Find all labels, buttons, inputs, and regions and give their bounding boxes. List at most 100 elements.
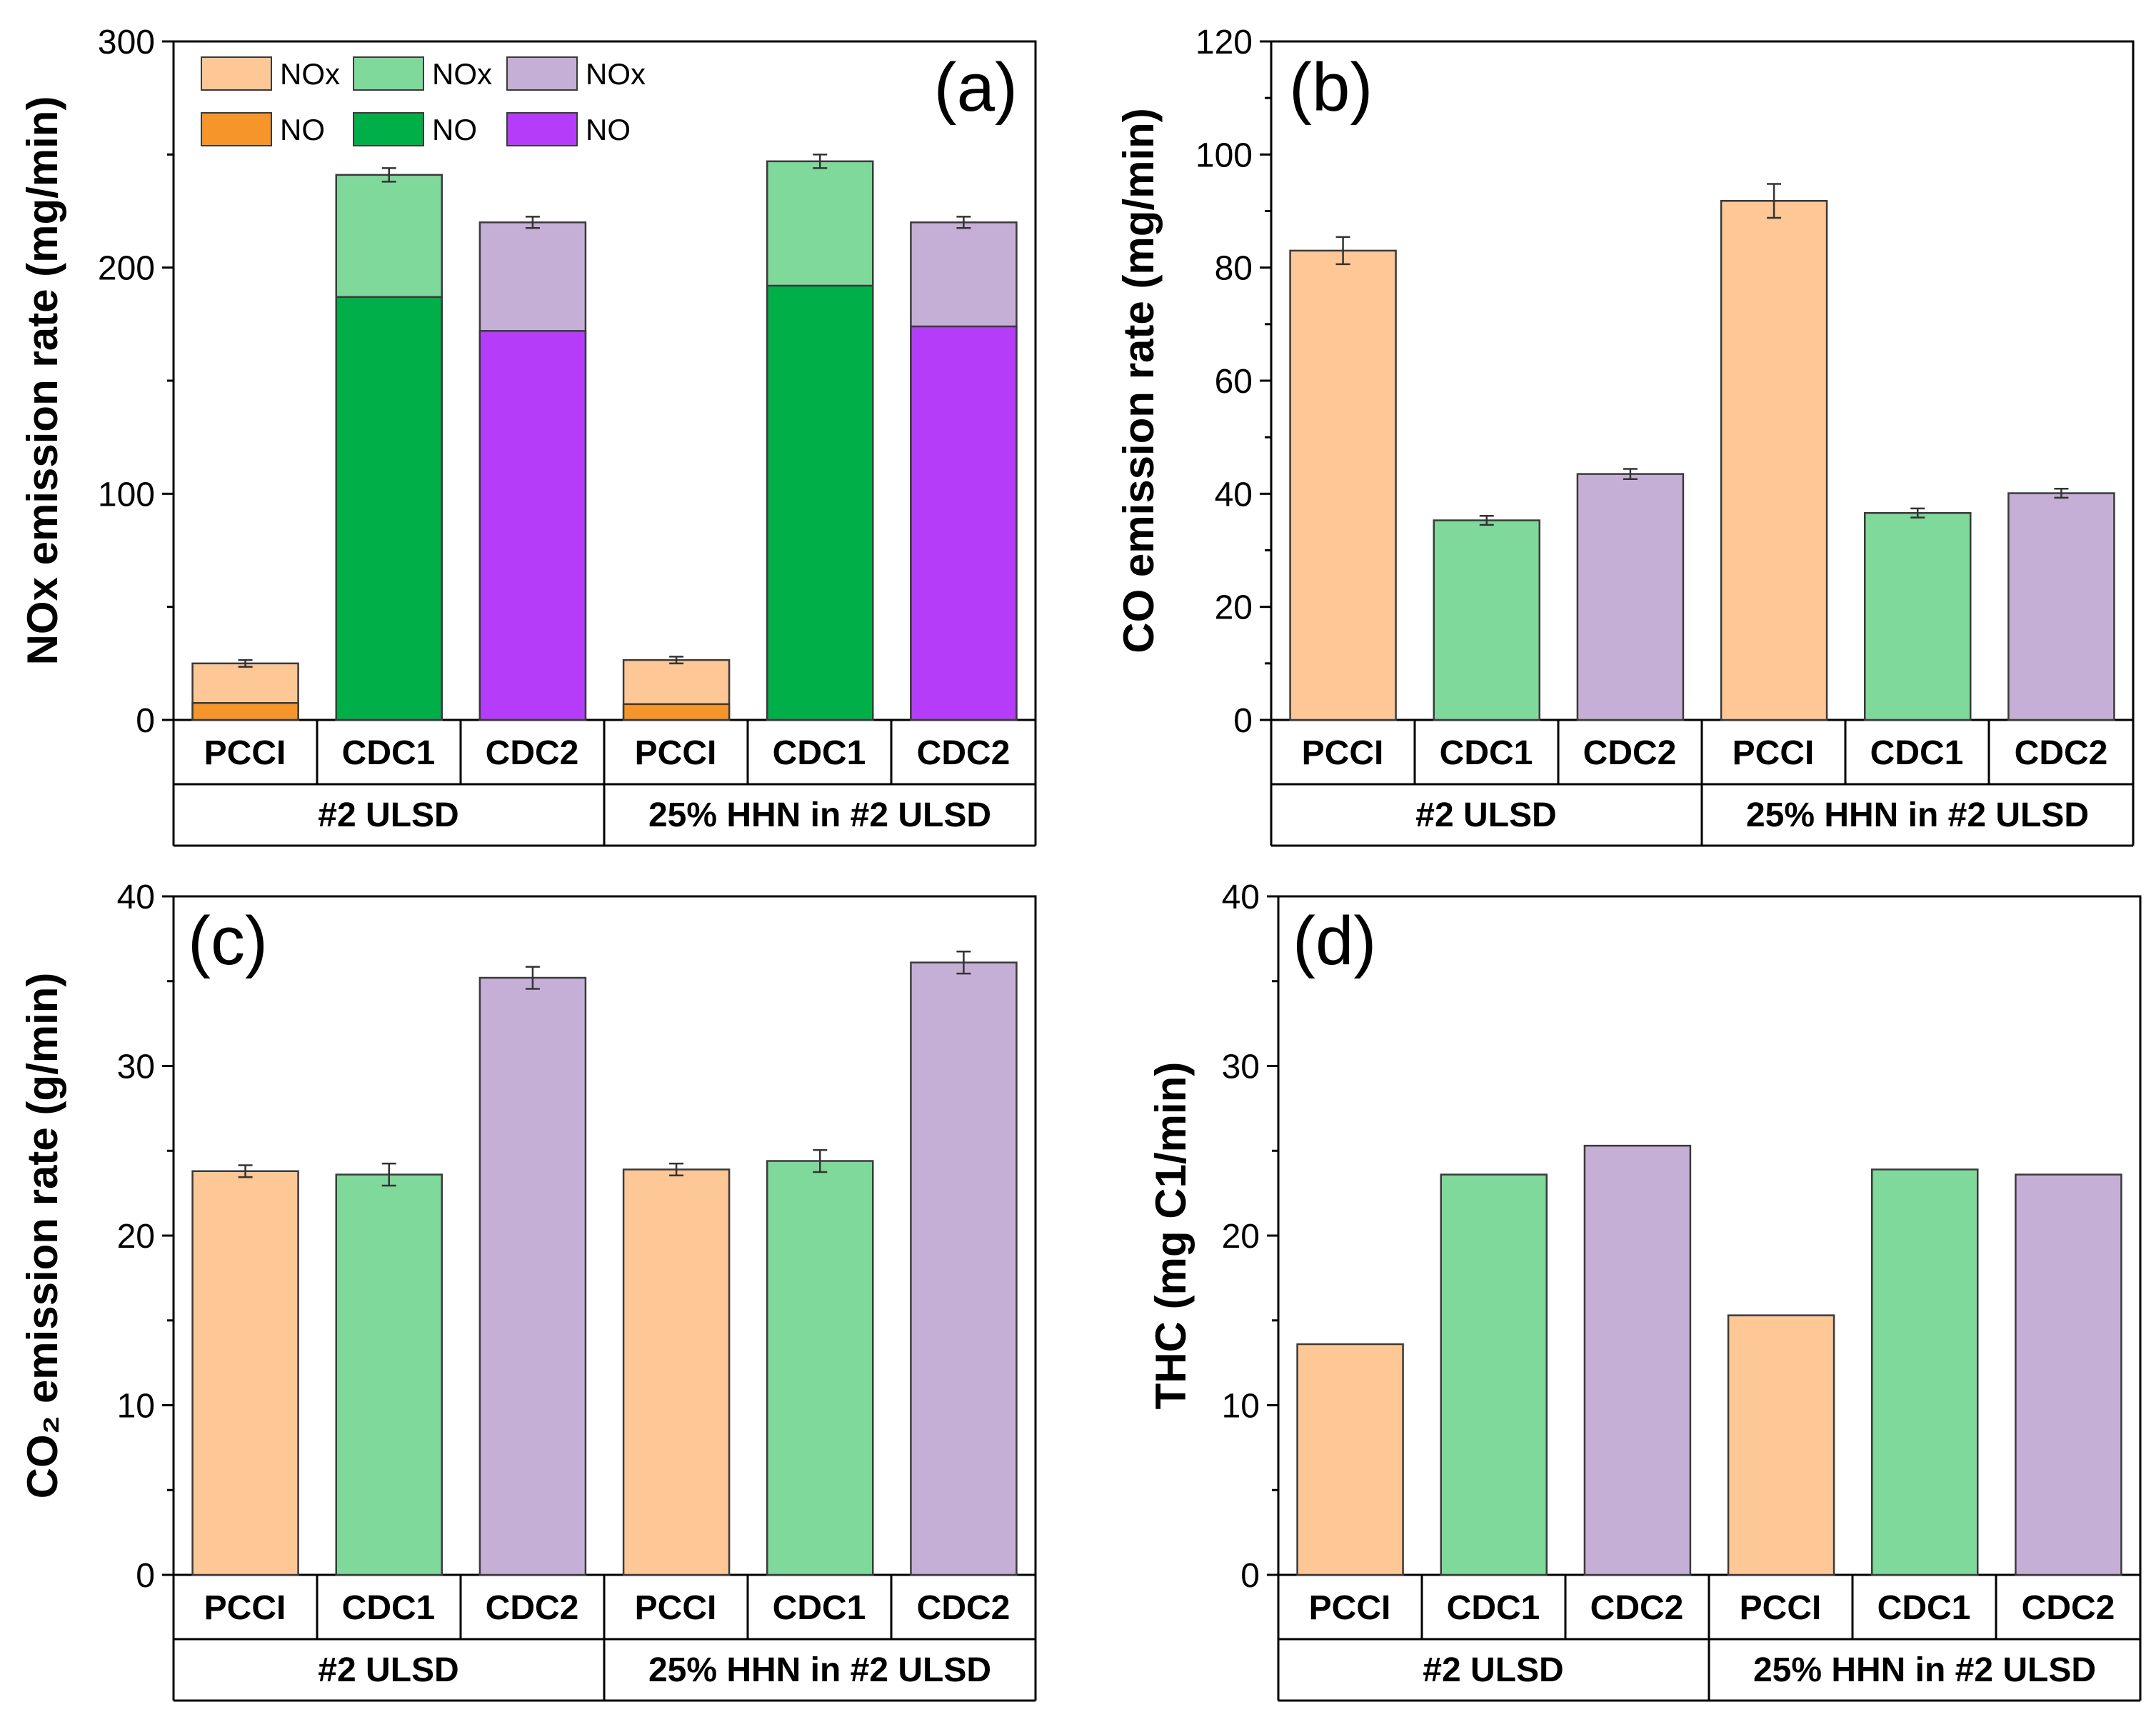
panel-a-nox-chart: (a) NOx emission rate (mg/min) 0 100 200 30… <box>19 24 1037 847</box>
panel-c-bar <box>191 1170 299 1576</box>
panel-d-bar <box>1296 1343 1404 1576</box>
panel-c-cat-label: PCCI <box>635 1589 717 1627</box>
legend-label-nox: NOx <box>432 57 492 91</box>
panel-a-cat-label: PCCI <box>204 734 286 772</box>
legend-label-nox: NOx <box>280 57 340 91</box>
panel-c-group-label: #2 ULSD <box>318 1651 458 1689</box>
panel-d-bar <box>2015 1173 2122 1576</box>
panel-d-bar <box>1727 1314 1835 1576</box>
panel-c-bar <box>910 961 1018 1576</box>
panel-b-ticks: 0 20 40 60 80 100 120 <box>1195 24 1271 740</box>
panel-d-ytick-label: 0 <box>1240 1557 1260 1595</box>
panel-d-ylabel: THC (mg C1/min) <box>1147 1062 1195 1410</box>
panel-c-group-label: 25% HHN in #2 ULSD <box>648 1651 991 1689</box>
panel-b-cat-label: CDC2 <box>2015 734 2108 772</box>
panel-c-ytick-label: 40 <box>117 878 155 916</box>
panel-b-bar <box>2007 492 2115 721</box>
panel-a-ytick-label: 300 <box>98 24 155 61</box>
panel-a-ytick-label: 0 <box>136 702 155 740</box>
panel-b-cat-label: CDC1 <box>1870 734 1964 772</box>
panel-b-cat-label: CDC2 <box>1583 734 1677 772</box>
panel-d-bar <box>1871 1168 1979 1576</box>
panel-a-bar-no <box>335 296 443 721</box>
panel-d-cat-label: CDC2 <box>2022 1589 2115 1627</box>
panel-b-cat-label: CDC1 <box>1440 734 1533 772</box>
panel-d-cat-label: CDC1 <box>1447 1589 1540 1627</box>
panel-c-ytick-label: 20 <box>117 1218 155 1256</box>
legend-swatch-cdc2-no <box>506 112 578 146</box>
panel-c-frame <box>172 895 1037 1576</box>
panel-b-ytick-label: 40 <box>1215 476 1253 514</box>
panel-a-ticks: 0 100 200 300 <box>98 24 174 740</box>
panel-d-bars <box>1296 1144 2122 1576</box>
legend-swatch-cdc2-nox <box>506 56 578 91</box>
panel-c-ytick-label: 0 <box>136 1557 155 1595</box>
panel-c-bar <box>766 1160 874 1576</box>
panel-b-cat-label: PCCI <box>1733 734 1815 772</box>
panel-c-bar <box>335 1173 443 1576</box>
panel-a-label: (a) <box>934 49 1018 126</box>
panel-c-cat-label: CDC1 <box>773 1589 866 1627</box>
panel-a-cat-label: CDC2 <box>917 734 1011 772</box>
panel-d-group-label: #2 ULSD <box>1423 1651 1563 1689</box>
panel-b-bars <box>1289 183 2115 721</box>
panel-a-ytick-label: 100 <box>98 476 155 514</box>
panel-b-bar <box>1576 473 1685 721</box>
panel-d-frame <box>1277 895 2142 1576</box>
panel-b-ytick-label: 60 <box>1215 363 1253 401</box>
panel-c-ticks: 0 10 20 30 40 <box>117 878 174 1595</box>
panel-c-ytick-label: 10 <box>117 1388 155 1426</box>
panel-c-label: (c) <box>188 903 268 979</box>
panel-d-cat-label: PCCI <box>1309 1589 1391 1627</box>
legend-label-no: NO <box>432 113 477 146</box>
panel-c-cat-label: CDC2 <box>917 1589 1011 1627</box>
panel-a-bar-no <box>478 330 587 721</box>
panel-d-cat-label: CDC1 <box>1877 1589 1971 1627</box>
panel-d-bar <box>1440 1173 1548 1576</box>
panel-d-ytick-label: 30 <box>1222 1048 1260 1086</box>
panel-d-ticks: 0 10 20 30 40 <box>1222 878 1278 1595</box>
panel-b-label: (b) <box>1289 49 1373 126</box>
panel-a-group-label: 25% HHN in #2 ULSD <box>648 796 991 834</box>
panel-b-xaxis: PCCI CDC1 CDC2 PCCI CDC1 CDC2 #2 ULSD 25… <box>1270 720 2135 847</box>
panel-a-cat-label: CDC1 <box>773 734 866 772</box>
panel-d-thc-chart: (d) THC (mg C1/min) 0 10 20 30 40 PCCI CDC1 … <box>1147 878 2142 1702</box>
panel-c-xaxis: PCCI CDC1 CDC2 PCCI CDC1 CDC2 #2 ULSD 25… <box>172 1575 1037 1702</box>
panel-b-ytick-label: 120 <box>1195 24 1253 61</box>
panel-c-cat-label: PCCI <box>204 1589 286 1627</box>
legend-label-nox: NOx <box>586 57 646 91</box>
panel-a-xaxis: PCCI CDC1 CDC2 PCCI CDC1 CDC2 #2 ULSD 25… <box>172 720 1037 847</box>
panel-d-ytick-label: 10 <box>1222 1388 1260 1426</box>
panel-a-ytick-label: 200 <box>98 250 155 288</box>
panel-c-cat-label: CDC2 <box>486 1589 579 1627</box>
legend-label-no: NO <box>280 113 325 146</box>
legend-swatch-cdc1-no <box>353 112 424 146</box>
panel-d-xaxis: PCCI CDC1 CDC2 PCCI CDC1 CDC2 #2 ULSD 25… <box>1277 1575 2142 1702</box>
panel-a-ylabel: NOx emission rate (mg/min) <box>19 96 66 666</box>
panel-d-label: (d) <box>1293 903 1376 979</box>
panel-c-cat-label: CDC1 <box>342 1589 436 1627</box>
panel-a-bar-no <box>910 325 1018 721</box>
panel-a-bar-no <box>766 284 874 721</box>
panel-d-ytick-label: 40 <box>1222 878 1260 916</box>
panel-b-cat-label: PCCI <box>1302 734 1384 772</box>
panel-a-bars <box>191 154 1018 721</box>
panel-b-bar <box>1720 200 1828 721</box>
panel-c-ylabel: CO₂ emission rate (g/min) <box>19 973 66 1499</box>
panel-a-cat-label: CDC2 <box>486 734 579 772</box>
panel-b-ytick-label: 100 <box>1195 136 1253 174</box>
panel-c-bars <box>191 950 1018 1576</box>
panel-a-legend: NOx NOx NOx NO NO NO <box>201 56 646 146</box>
panel-c-bar <box>478 976 587 1576</box>
panel-b-group-label: #2 ULSD <box>1415 796 1556 834</box>
legend-swatch-pcci-nox <box>201 56 272 91</box>
panel-b-ytick-label: 0 <box>1233 702 1253 740</box>
panel-d-bar <box>1583 1144 1692 1576</box>
panel-b-co-chart: (b) CO emission rate (mg/min) 0 20 40 60 80 1… <box>1115 24 2135 847</box>
panel-b-bar <box>1433 519 1540 721</box>
panel-a-bar-no <box>622 703 731 721</box>
panel-b-ylabel: CO emission rate (mg/min) <box>1115 108 1163 653</box>
panel-b-ytick-label: 20 <box>1215 589 1253 627</box>
panel-b-ytick-label: 80 <box>1215 250 1253 288</box>
